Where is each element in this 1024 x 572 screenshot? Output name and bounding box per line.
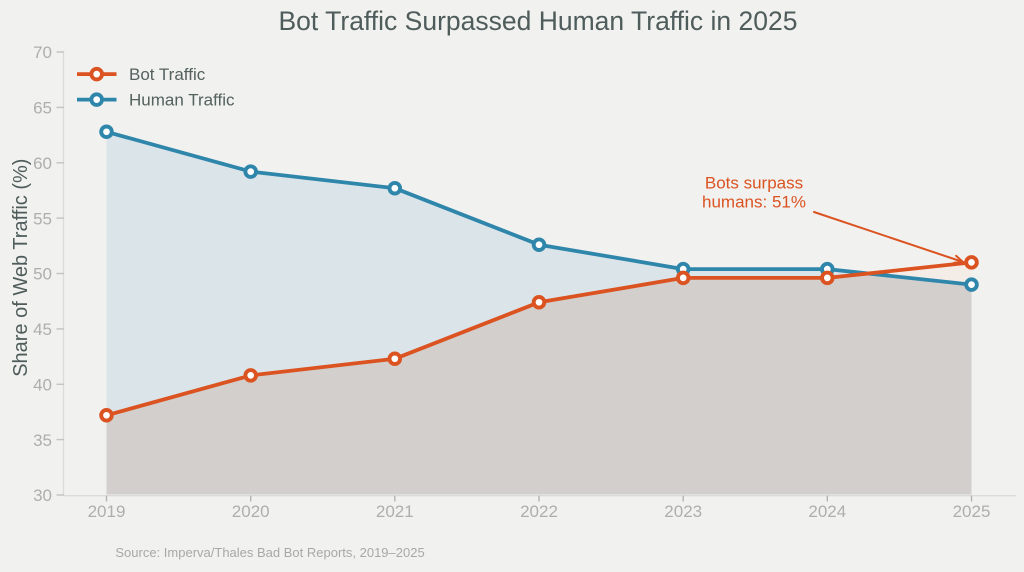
svg-text:2022: 2022	[520, 502, 558, 521]
svg-text:2021: 2021	[376, 502, 414, 521]
svg-text:30: 30	[33, 486, 52, 505]
svg-text:45: 45	[33, 320, 52, 339]
svg-text:2019: 2019	[88, 502, 126, 521]
svg-text:40: 40	[33, 376, 52, 395]
svg-text:Bots surpass: Bots surpass	[705, 174, 803, 193]
svg-text:Source: Imperva/Thales Bad Bot: Source: Imperva/Thales Bad Bot Reports, …	[115, 545, 424, 560]
svg-text:Bot Traffic: Bot Traffic	[129, 65, 206, 84]
svg-text:humans: 51%: humans: 51%	[702, 192, 806, 211]
svg-text:65: 65	[33, 99, 52, 118]
svg-text:2020: 2020	[232, 502, 270, 521]
svg-text:35: 35	[33, 431, 52, 450]
svg-text:55: 55	[33, 209, 52, 228]
svg-text:2023: 2023	[664, 502, 702, 521]
svg-text:60: 60	[33, 154, 52, 173]
svg-text:Bot Traffic Surpassed Human Tr: Bot Traffic Surpassed Human Traffic in 2…	[279, 6, 798, 36]
svg-text:2024: 2024	[808, 502, 846, 521]
svg-text:Human Traffic: Human Traffic	[129, 90, 235, 109]
svg-text:50: 50	[33, 265, 52, 284]
svg-text:70: 70	[33, 43, 52, 62]
svg-text:Share of Web Traffic (%): Share of Web Traffic (%)	[10, 159, 32, 377]
svg-text:2025: 2025	[953, 502, 991, 521]
